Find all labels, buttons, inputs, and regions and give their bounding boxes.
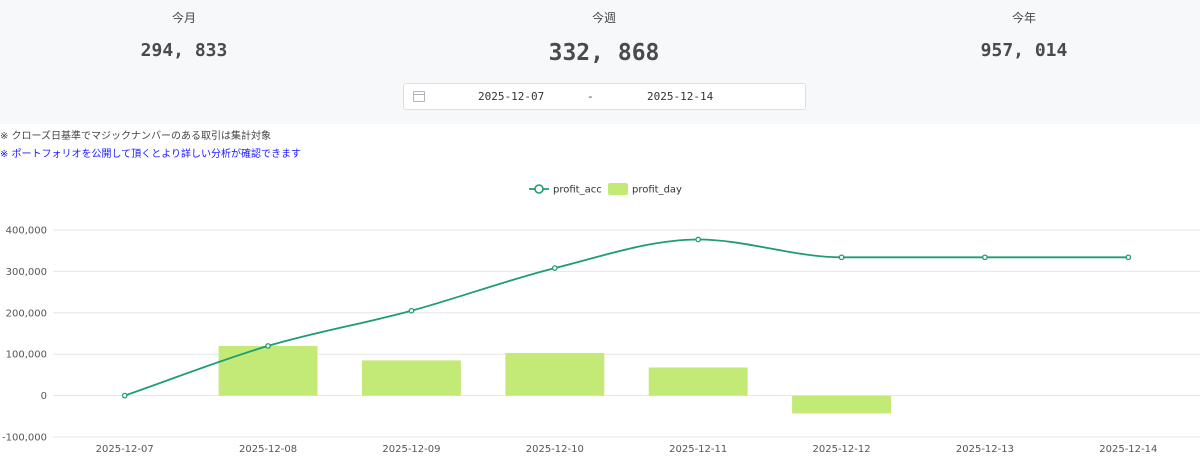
x-tick-label: 2025-12-07 [96, 444, 154, 455]
y-tick-label: 0 [41, 391, 47, 402]
y-tick-label: -100,000 [2, 433, 47, 444]
bar [505, 352, 605, 396]
date-range-end[interactable]: 2025-12-14 [647, 90, 714, 103]
x-tick-label: 2025-12-10 [526, 444, 584, 455]
x-tick-label: 2025-12-12 [813, 444, 871, 455]
y-tick-label: 200,000 [6, 308, 47, 319]
y-tick-label: 300,000 [6, 267, 47, 278]
bar [218, 345, 318, 396]
stat-month-value: 294, 833 [140, 40, 228, 61]
date-range-separator: - [587, 90, 594, 103]
bar [648, 367, 748, 396]
line-point [551, 265, 558, 271]
legend-label-profit-acc: profit_acc [553, 185, 602, 196]
line-point [838, 254, 845, 261]
profit-chart: 400,000 300,000 200,000 100,000 0 -100,000 202… [2, 183, 1200, 455]
stat-week-label: 今週 [591, 11, 616, 25]
bar [792, 395, 892, 414]
x-tick-label: 2025-12-11 [669, 444, 727, 455]
line-point [265, 343, 271, 349]
legend-label-profit-day: profit_day [632, 185, 682, 196]
summary-panel: 今月 294, 833 今週 332, 868 今年 957, 014 2025… [0, 0, 1200, 124]
legend-bar-swatch [608, 183, 628, 195]
legend-line-marker [534, 184, 544, 194]
bar [361, 360, 461, 396]
line-point [982, 254, 988, 261]
stat-month-label: 今月 [171, 11, 196, 25]
series-line-profit-acc [124, 238, 1129, 397]
x-tick-label: 2025-12-13 [956, 444, 1014, 455]
y-tick-label: 400,000 [6, 226, 47, 237]
stat-year-label: 今年 [1011, 11, 1036, 25]
line-point [695, 236, 702, 243]
stat-week-value: 332, 868 [548, 40, 660, 66]
line-point [121, 392, 128, 399]
stat-year-value: 957, 014 [980, 40, 1068, 61]
line-point [1125, 254, 1132, 261]
calendar-icon [413, 91, 425, 102]
date-range-start[interactable]: 2025-12-07 [478, 90, 545, 103]
x-tick-label: 2025-12-14 [1099, 444, 1157, 455]
note-aggregation: ※ クローズ日基準でマジックナンバーのある取引は集計対象 [0, 131, 272, 142]
line-point [408, 307, 415, 314]
date-range-picker[interactable]: 2025-12-07 - 2025-12-14 [403, 83, 806, 110]
y-tick-label: 100,000 [6, 350, 47, 361]
x-tick-label: 2025-12-08 [239, 444, 297, 455]
x-tick-label: 2025-12-09 [382, 444, 440, 455]
note-portfolio: ※ ポートフォリオを公開して頂くとより詳しい分析が確認できます [0, 149, 302, 160]
